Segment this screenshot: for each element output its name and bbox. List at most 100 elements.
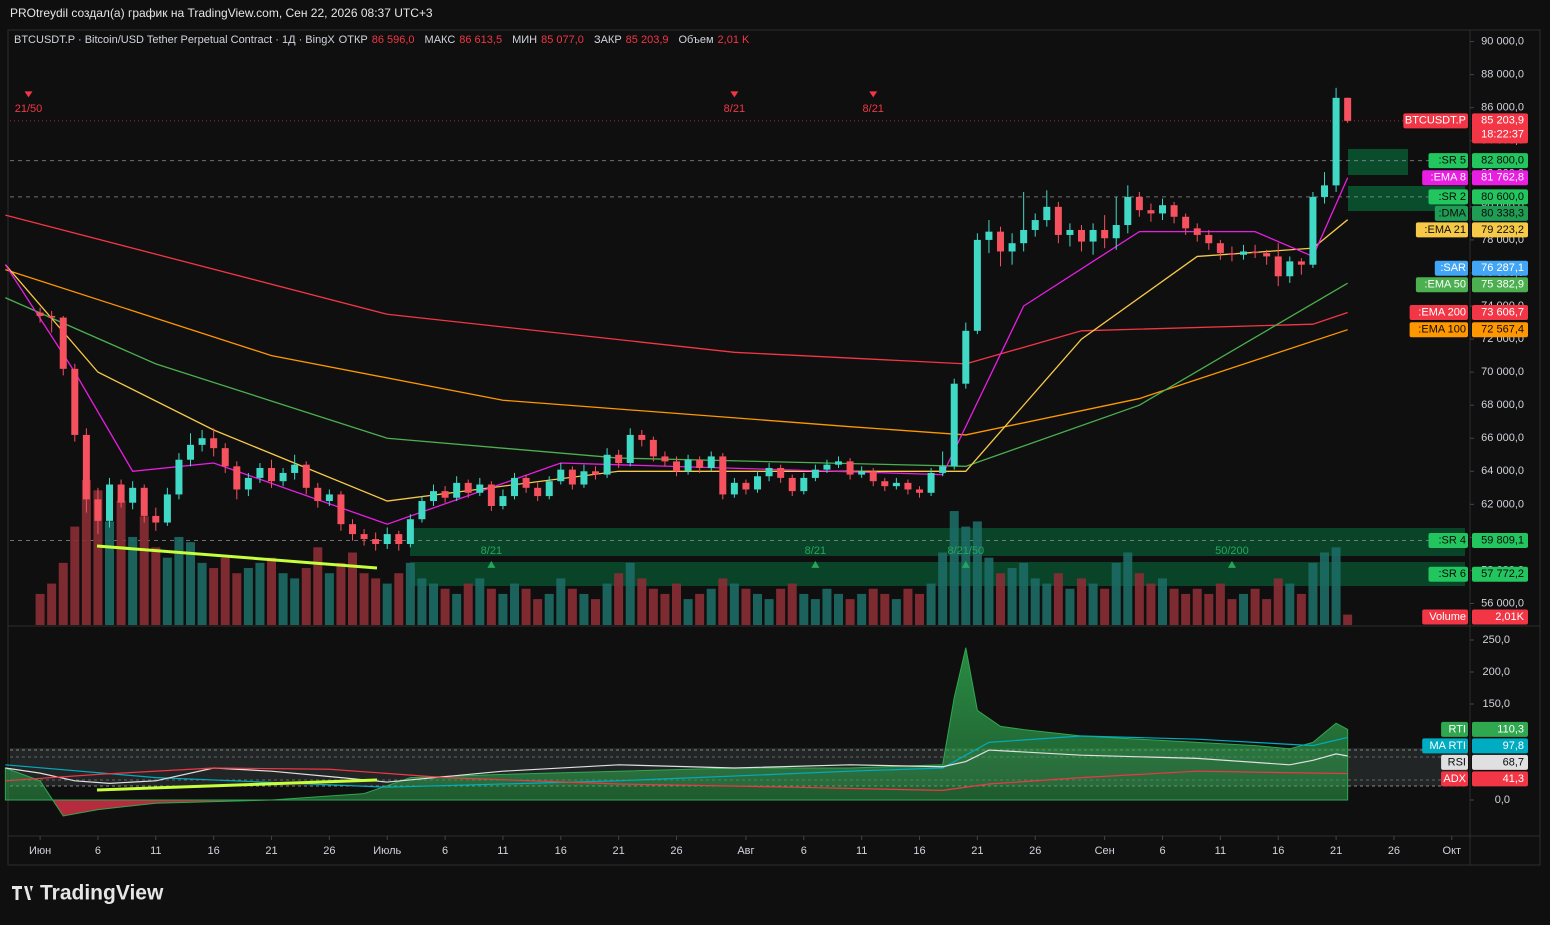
volume-bar bbox=[220, 557, 230, 625]
x-tick-label: 21 bbox=[1330, 845, 1342, 857]
label-value-box bbox=[1472, 721, 1528, 737]
candle-body bbox=[372, 539, 380, 545]
volume-bar bbox=[1227, 599, 1237, 625]
label-value: 79 223,2 bbox=[1481, 224, 1524, 236]
label-name: :SR 4 bbox=[1438, 534, 1466, 546]
candle-body bbox=[568, 469, 576, 485]
volume-bar bbox=[1019, 562, 1029, 625]
y-tick-label: 66 000,0 bbox=[1481, 432, 1524, 444]
candle-body bbox=[1297, 261, 1305, 265]
volume-bar bbox=[475, 578, 485, 625]
candle-body bbox=[1240, 251, 1248, 255]
x-tick-label: 26 bbox=[1029, 845, 1041, 857]
legend-key: МАКС bbox=[424, 34, 456, 46]
volume-bar bbox=[810, 599, 820, 625]
indicator-line bbox=[5, 767, 1348, 791]
volume-bar bbox=[776, 588, 786, 625]
label-name-box bbox=[1441, 721, 1468, 737]
label-name-box bbox=[1415, 277, 1468, 293]
y-tick-label: 90 000,0 bbox=[1481, 35, 1524, 47]
volume-bar bbox=[1007, 568, 1017, 625]
label-name: :DMA bbox=[1439, 207, 1467, 219]
label-value: 59 809,1 bbox=[1481, 534, 1524, 546]
signal-label: 8/21 bbox=[805, 545, 826, 557]
candle-body bbox=[892, 482, 900, 487]
y-tick-label: 68 000,0 bbox=[1481, 399, 1524, 411]
volume-bar bbox=[567, 588, 577, 625]
candle-body bbox=[1344, 97, 1352, 121]
volume-bar bbox=[382, 583, 392, 625]
candle-body bbox=[268, 467, 276, 482]
candle-body bbox=[406, 519, 414, 545]
label-value-box bbox=[1472, 305, 1528, 321]
label-name-box bbox=[1441, 754, 1468, 770]
candle-body bbox=[210, 438, 218, 449]
y-tick-label: 150,0 bbox=[1482, 698, 1510, 710]
volume-bar bbox=[1181, 593, 1191, 625]
candle-body bbox=[291, 464, 299, 473]
x-tick-label: 21 bbox=[265, 845, 277, 857]
x-tick-label: 16 bbox=[555, 845, 567, 857]
label-name-box bbox=[1428, 189, 1468, 205]
volume-bar bbox=[787, 583, 797, 625]
volume-bar bbox=[1192, 588, 1202, 625]
countdown: 18:22:37 bbox=[1481, 129, 1524, 141]
candle-body bbox=[765, 467, 773, 477]
label-value: 2,01K bbox=[1495, 611, 1524, 623]
candle-body bbox=[163, 494, 171, 523]
signal-label: 8/21 bbox=[724, 103, 745, 115]
label-value-box bbox=[1472, 260, 1528, 276]
candle-body bbox=[1078, 229, 1086, 242]
label-value-box bbox=[1472, 205, 1528, 221]
label-value: 97,8 bbox=[1503, 740, 1524, 752]
signal-label: 50/200 bbox=[1215, 545, 1249, 557]
candle-body bbox=[221, 448, 229, 467]
legend-key: Объем bbox=[678, 34, 714, 46]
candle-body bbox=[1205, 234, 1213, 244]
y-tick-label: 0,0 bbox=[1495, 794, 1510, 806]
rti-area bbox=[4, 647, 1349, 817]
x-tick-label: 6 bbox=[801, 845, 807, 857]
candle-body bbox=[997, 231, 1005, 252]
y-tick-label: 88 000,0 bbox=[1481, 69, 1524, 81]
volume-bar bbox=[440, 588, 450, 625]
candle-body bbox=[626, 434, 634, 464]
candle-body bbox=[1182, 216, 1190, 229]
label-value-box bbox=[1472, 277, 1528, 293]
label-name-box bbox=[1415, 222, 1468, 238]
candle-body bbox=[395, 534, 403, 545]
sr-zone bbox=[410, 562, 1465, 586]
volume-bar bbox=[1296, 593, 1306, 625]
label-value: 72 567,4 bbox=[1481, 324, 1524, 336]
x-tick-label: 16 bbox=[208, 845, 220, 857]
volume-bar bbox=[857, 593, 867, 625]
label-value-box bbox=[1472, 754, 1528, 770]
candle-body bbox=[661, 456, 669, 462]
label-value-box bbox=[1472, 189, 1528, 205]
candle-body bbox=[140, 487, 148, 516]
volume-bar bbox=[243, 568, 253, 625]
volume-bar bbox=[174, 536, 184, 625]
candle-body bbox=[649, 439, 657, 457]
legend-key: МИН bbox=[512, 34, 538, 46]
volume-bar bbox=[93, 490, 103, 625]
candle-body bbox=[904, 482, 912, 490]
volume-bar bbox=[1100, 588, 1110, 625]
signal-label: 8/21 bbox=[481, 545, 502, 557]
x-tick-label: 21 bbox=[613, 845, 625, 857]
legend-value: 86 613,5 bbox=[459, 34, 503, 46]
volume-bar bbox=[984, 557, 994, 625]
candle-body bbox=[534, 487, 542, 497]
x-tick-label: 26 bbox=[1388, 845, 1400, 857]
label-name: RSI bbox=[1448, 756, 1466, 768]
candle-body bbox=[1066, 229, 1074, 235]
candle-body bbox=[302, 464, 310, 488]
volume-bar bbox=[1042, 583, 1052, 625]
candle-body bbox=[962, 330, 970, 384]
signal-label: 8/21/50 bbox=[947, 545, 984, 557]
label-value-box bbox=[1472, 771, 1528, 787]
sr-zone bbox=[410, 528, 1465, 556]
label-name-box bbox=[1428, 533, 1468, 549]
candle-body bbox=[823, 464, 831, 470]
volume-bar bbox=[324, 573, 334, 625]
